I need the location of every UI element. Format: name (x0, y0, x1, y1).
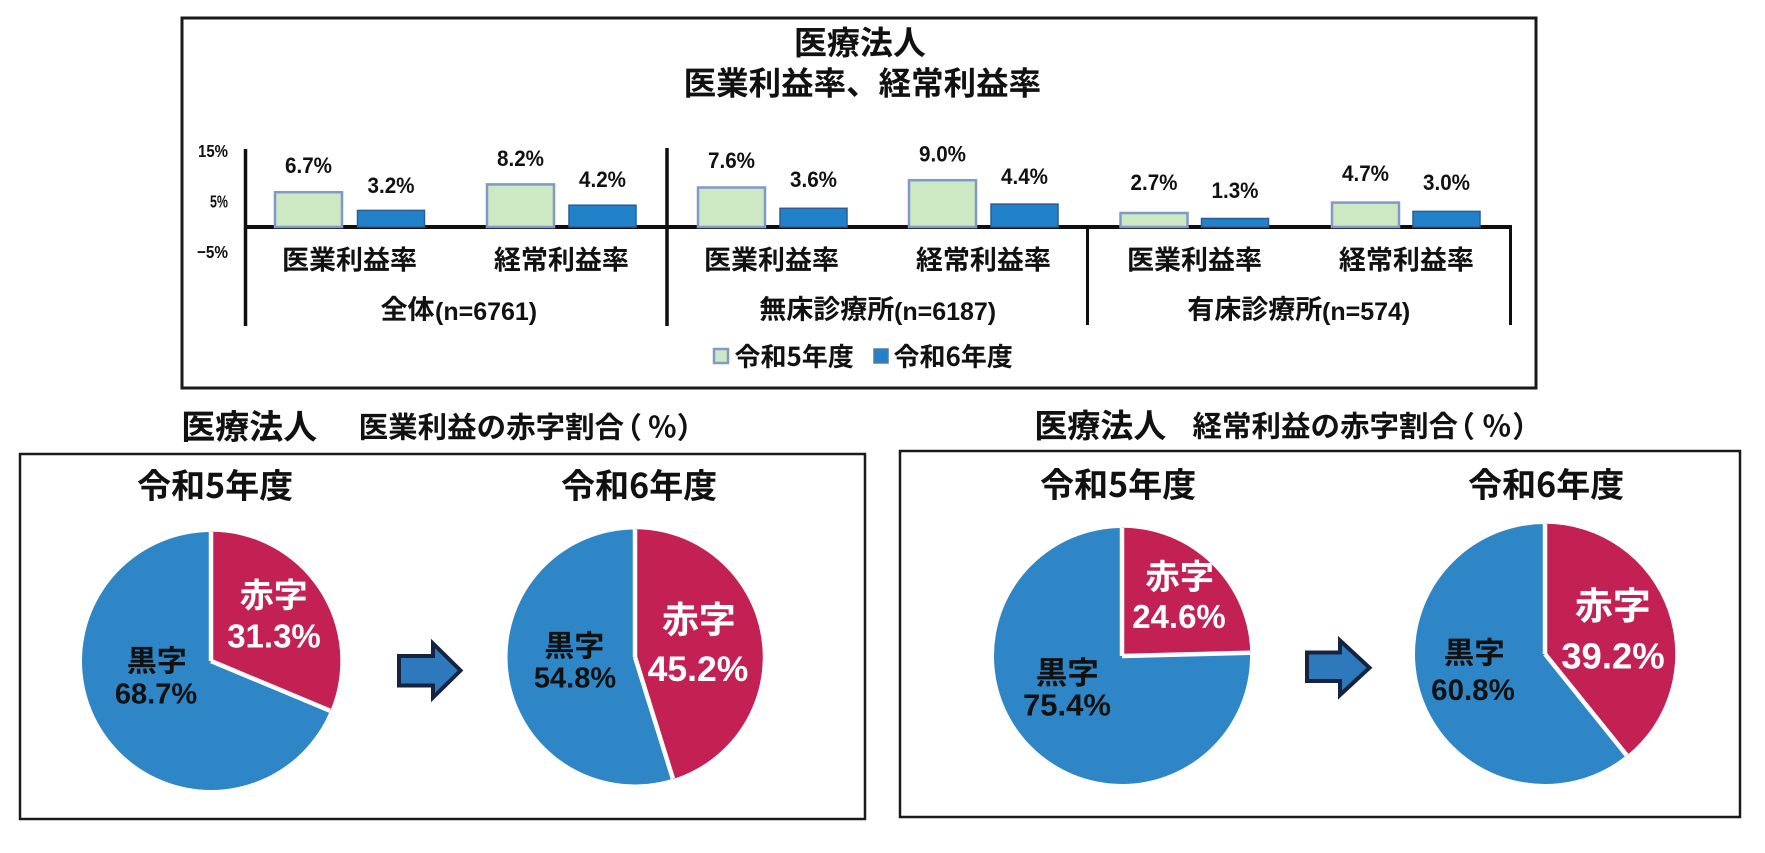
svg-text:3.2%: 3.2% (368, 173, 415, 198)
svg-text:4.7%: 4.7% (1342, 161, 1389, 186)
svg-text:75.4%: 75.4% (1023, 687, 1111, 722)
svg-text:−5%: −5% (197, 242, 228, 262)
svg-text:4.2%: 4.2% (579, 167, 626, 192)
svg-text:8.2%: 8.2% (497, 146, 544, 171)
svg-text:45.2%: 45.2% (648, 649, 749, 689)
svg-text:24.6%: 24.6% (1132, 598, 1226, 635)
svg-text:60.8%: 60.8% (1431, 674, 1515, 707)
svg-text:(n=6761): (n=6761) (435, 298, 537, 326)
svg-text:3.6%: 3.6% (790, 167, 837, 192)
svg-text:2.7%: 2.7% (1131, 170, 1178, 195)
svg-text:9.0%: 9.0% (919, 142, 966, 167)
svg-text:54.8%: 54.8% (534, 663, 616, 695)
svg-text:4.4%: 4.4% (1001, 164, 1048, 189)
svg-text:7.6%: 7.6% (708, 148, 755, 173)
svg-text:1.3%: 1.3% (1212, 178, 1259, 203)
svg-text:15%: 15% (198, 141, 228, 161)
svg-text:68.7%: 68.7% (115, 679, 197, 711)
svg-text:39.2%: 39.2% (1561, 635, 1665, 676)
svg-text:(n=6187): (n=6187) (894, 298, 996, 326)
svg-text:6.7%: 6.7% (285, 153, 332, 178)
svg-text:5%: 5% (210, 192, 228, 212)
svg-text:3.0%: 3.0% (1423, 170, 1470, 195)
svg-text:(n=574): (n=574) (1322, 298, 1410, 326)
svg-text:31.3%: 31.3% (227, 618, 321, 655)
